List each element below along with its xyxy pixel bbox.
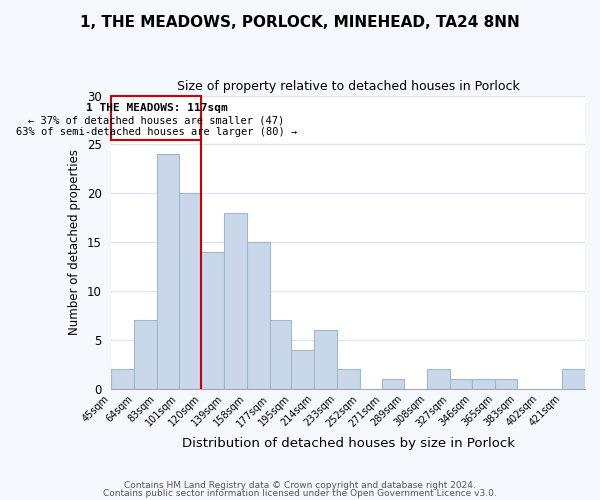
Text: Contains HM Land Registry data © Crown copyright and database right 2024.: Contains HM Land Registry data © Crown c… <box>124 481 476 490</box>
Bar <box>112 96 202 140</box>
Bar <box>224 213 247 389</box>
Y-axis label: Number of detached properties: Number of detached properties <box>68 149 82 335</box>
Bar <box>495 379 517 389</box>
Bar <box>157 154 179 389</box>
Text: 1, THE MEADOWS, PORLOCK, MINEHEAD, TA24 8NN: 1, THE MEADOWS, PORLOCK, MINEHEAD, TA24 … <box>80 15 520 30</box>
Bar <box>112 370 134 389</box>
Text: 63% of semi-detached houses are larger (80) →: 63% of semi-detached houses are larger (… <box>16 127 297 137</box>
Bar <box>179 194 202 389</box>
Bar <box>562 370 585 389</box>
Text: ← 37% of detached houses are smaller (47): ← 37% of detached houses are smaller (47… <box>28 115 284 125</box>
Bar <box>270 320 291 389</box>
Text: Contains public sector information licensed under the Open Government Licence v3: Contains public sector information licen… <box>103 488 497 498</box>
Bar <box>382 379 404 389</box>
Bar <box>202 252 224 389</box>
Bar <box>337 370 359 389</box>
Bar <box>291 350 314 389</box>
X-axis label: Distribution of detached houses by size in Porlock: Distribution of detached houses by size … <box>182 437 515 450</box>
Bar <box>314 330 337 389</box>
Text: 1 THE MEADOWS: 117sqm: 1 THE MEADOWS: 117sqm <box>86 104 227 114</box>
Bar <box>134 320 157 389</box>
Bar <box>472 379 495 389</box>
Bar <box>427 370 449 389</box>
Bar <box>449 379 472 389</box>
Bar <box>247 242 270 389</box>
Title: Size of property relative to detached houses in Porlock: Size of property relative to detached ho… <box>177 80 520 93</box>
